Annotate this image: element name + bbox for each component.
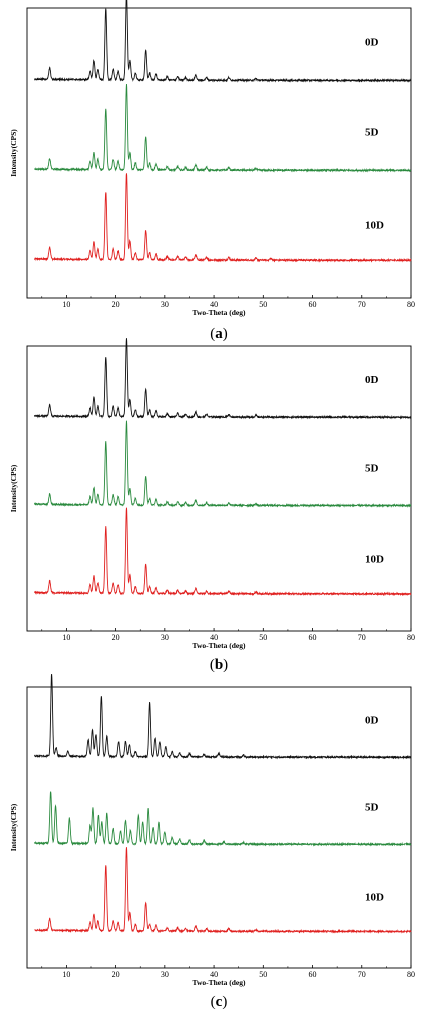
x-tick-label: 80 (407, 300, 415, 309)
x-tick-label: 10 (62, 633, 70, 642)
x-tick-label: 20 (112, 300, 120, 309)
y-axis-title: Intensity(CPS) (9, 464, 18, 512)
series-line-10d (33, 673, 412, 760)
x-tick-label: 30 (161, 300, 169, 309)
x-tick-label: 70 (358, 633, 366, 642)
x-tick-label: 20 (112, 633, 120, 642)
series-line-5d (34, 791, 412, 847)
x-tick-label: 50 (259, 970, 267, 979)
series-line-10d (33, 338, 412, 420)
series-line-0d (34, 847, 412, 934)
series-line-5d (33, 420, 412, 508)
panel-caption: (a) (210, 326, 228, 342)
series-label-10d: 10D (365, 892, 384, 904)
x-tick-label: 10 (62, 300, 70, 309)
x-tick-label: 60 (309, 970, 317, 979)
x-tick-label: 70 (358, 970, 366, 979)
y-axis-title: Intensity(CPS) (9, 129, 18, 177)
x-tick-label: 50 (259, 300, 267, 309)
plot-frame (26, 686, 412, 969)
x-axis-title: Two-Theta (deg) (193, 641, 246, 650)
plot-frame (26, 7, 412, 299)
x-tick-label: 20 (112, 970, 120, 979)
series-label-0d: 0D (365, 37, 379, 49)
x-tick-label: 60 (309, 300, 317, 309)
x-tick-label: 70 (358, 300, 366, 309)
y-axis-title: Intensity(CPS) (9, 803, 18, 851)
x-tick-label: 30 (161, 633, 169, 642)
series-line-0d (33, 507, 412, 597)
x-tick-label: 30 (161, 970, 169, 979)
x-axis-title: Two-Theta (deg) (193, 978, 246, 987)
x-tick-label: 10 (62, 970, 70, 979)
series-label-0d: 0D (365, 374, 379, 386)
x-tick-label: 60 (309, 633, 317, 642)
x-tick-label: 80 (407, 970, 415, 979)
panel-caption: (c) (211, 994, 228, 1010)
series-label-5d: 5D (365, 802, 379, 814)
x-axis-title: Two-Theta (deg) (193, 308, 246, 317)
series-line-10d (34, 0, 412, 83)
x-tick-label: 40 (210, 970, 218, 979)
panel-a: 0D 5D 10D 10 20 30 40 50 60 70 80 Two-Theta (deg) In… (9, 0, 415, 342)
x-tick-label: 50 (259, 633, 267, 642)
series-label-10d: 10D (365, 554, 384, 566)
series-label-0d: 0D (365, 715, 379, 727)
series-label-10d: 10D (365, 219, 384, 231)
plot-frame (26, 345, 412, 632)
panel-b: 0D 5D 10D 10 20 30 40 50 60 70 80 Two-Theta (deg) In… (9, 338, 415, 673)
panel-c: 0D 5D 10D 10 20 30 40 50 60 70 80 Two-Theta (deg) In… (9, 673, 415, 1010)
series-line-5d (33, 83, 412, 173)
series-line-0d (33, 173, 412, 263)
x-tick-label: 80 (407, 633, 415, 642)
x-tick-label: 40 (210, 633, 218, 642)
panel-caption: (b) (210, 657, 228, 673)
series-label-5d: 5D (365, 127, 379, 139)
x-tick-label: 40 (210, 300, 218, 309)
series-label-5d: 5D (365, 462, 379, 474)
